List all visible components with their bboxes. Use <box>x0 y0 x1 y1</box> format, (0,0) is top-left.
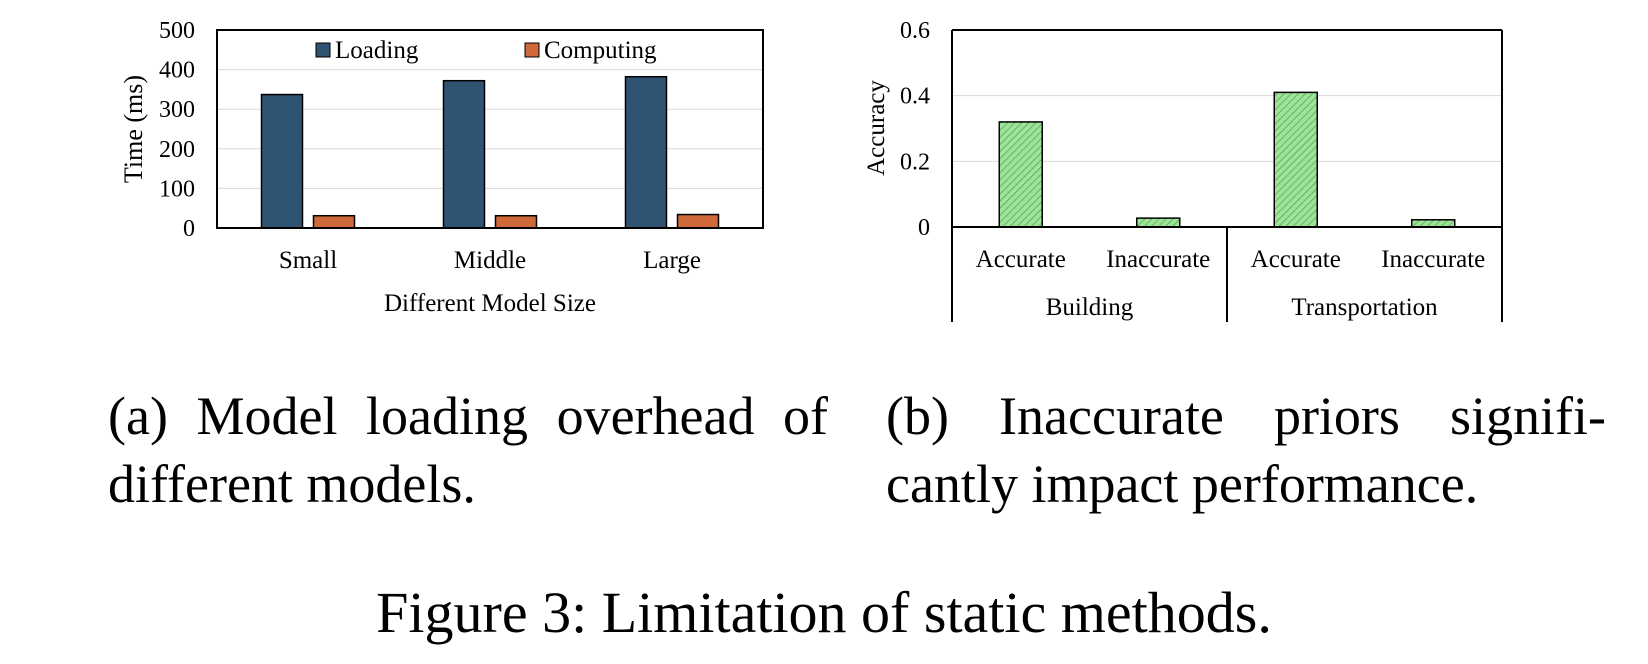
subcaption-a: (a) Model loading overhead of different … <box>108 386 828 514</box>
bar-computing-small <box>312 214 356 229</box>
y-tick-label: 0 <box>183 216 195 242</box>
chart-model-loading-overhead: 0 100 200 300 400 500 Small Middle Large Loading C… <box>119 18 764 317</box>
group-label-building: Building <box>1046 294 1134 321</box>
bar-building-inaccurate <box>1136 217 1181 228</box>
figure-caption: Figure 3: Limitation of static methods. <box>376 580 1272 645</box>
subcaption-b: (b) Inaccurate priors signifi-cantly imp… <box>886 386 1606 514</box>
y-tick-label: 0.2 <box>900 149 930 175</box>
legend-swatch-computing <box>524 42 540 58</box>
y-tick-label: 400 <box>159 58 195 84</box>
x-tick-label: Small <box>279 247 337 274</box>
y-tick-label: 200 <box>159 137 195 163</box>
x-tick-label: Accurate <box>1251 246 1341 273</box>
group-label-transportation: Transportation <box>1291 294 1438 321</box>
bar-loading-middle <box>442 79 486 229</box>
y-tick-label: 100 <box>159 176 195 202</box>
y-tick-label: 0.6 <box>900 18 930 44</box>
bar-loading-small <box>260 93 304 229</box>
x-tick-label: Inaccurate <box>1381 246 1485 273</box>
x-tick-label: Accurate <box>976 246 1066 273</box>
y-tick-label: 300 <box>159 97 195 123</box>
chart-inaccurate-priors: 0 0.2 0.4 0.6 Accurate Inaccurate Accurate Inac… <box>863 18 1503 322</box>
bar-computing-middle <box>494 214 538 229</box>
bar-loading-large <box>624 75 668 229</box>
plot-frame <box>216 29 764 229</box>
y-tick-label: 0 <box>918 215 930 241</box>
bar-building-accurate <box>998 121 1043 228</box>
y-axis-title: Time (ms) <box>119 75 148 183</box>
y-axis-title: Accuracy <box>863 80 890 176</box>
x-tick-label: Large <box>643 247 701 274</box>
x-axis-title: Different Model Size <box>384 290 596 317</box>
legend-swatch-loading <box>315 42 331 58</box>
legend-label-computing: Computing <box>544 37 657 64</box>
bar-transportation-inaccurate <box>1411 219 1456 228</box>
bar-transportation-accurate <box>1273 91 1318 228</box>
legend-label-loading: Loading <box>335 37 419 64</box>
y-tick-label: 0.4 <box>900 84 930 110</box>
x-tick-label: Inaccurate <box>1106 246 1210 273</box>
y-tick-label: 500 <box>159 18 195 44</box>
x-tick-label: Middle <box>454 247 526 274</box>
bar-computing-large <box>676 213 720 229</box>
